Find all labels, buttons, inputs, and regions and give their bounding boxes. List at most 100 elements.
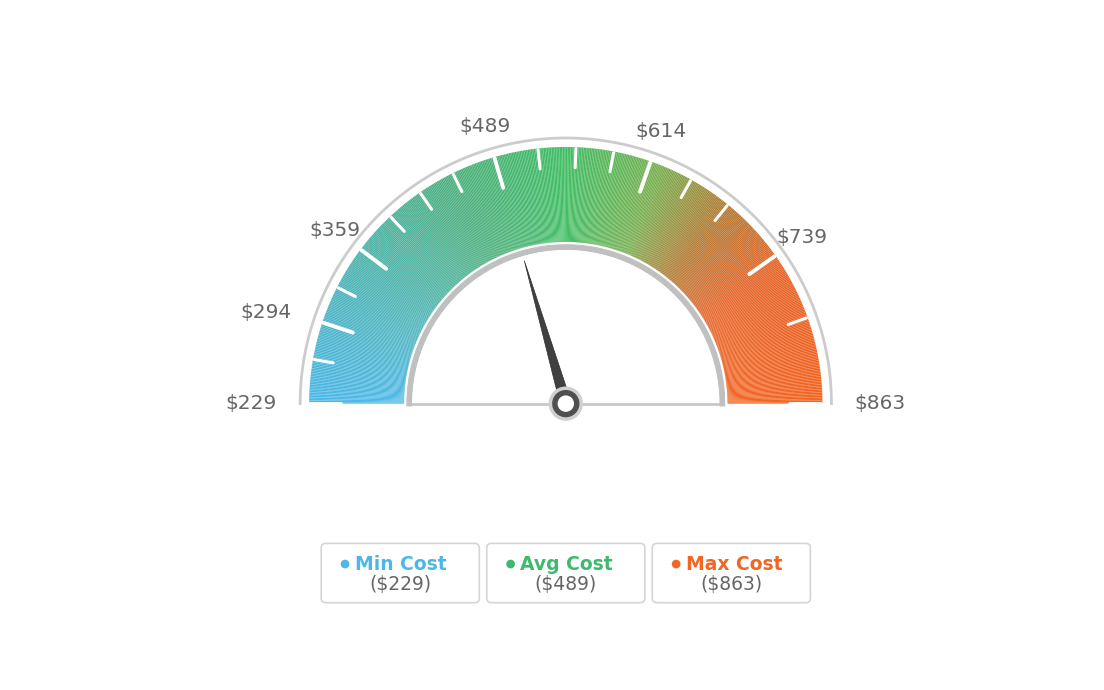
Wedge shape xyxy=(715,305,804,342)
Wedge shape xyxy=(318,335,410,362)
Wedge shape xyxy=(712,296,799,337)
Wedge shape xyxy=(673,213,737,284)
Wedge shape xyxy=(385,220,453,288)
Wedge shape xyxy=(588,150,603,244)
Wedge shape xyxy=(726,378,821,388)
Wedge shape xyxy=(689,237,762,299)
Wedge shape xyxy=(580,148,590,243)
Wedge shape xyxy=(351,262,431,315)
Wedge shape xyxy=(635,171,677,258)
Wedge shape xyxy=(391,215,457,285)
Wedge shape xyxy=(411,198,469,275)
Wedge shape xyxy=(640,176,686,261)
Wedge shape xyxy=(333,295,420,336)
Wedge shape xyxy=(418,193,474,271)
Wedge shape xyxy=(337,286,422,331)
Wedge shape xyxy=(565,147,567,242)
Wedge shape xyxy=(422,190,476,270)
Wedge shape xyxy=(719,318,808,351)
Wedge shape xyxy=(701,264,782,316)
Polygon shape xyxy=(524,261,571,405)
Wedge shape xyxy=(314,353,407,373)
Wedge shape xyxy=(561,147,564,242)
Wedge shape xyxy=(321,324,412,355)
Wedge shape xyxy=(554,147,560,242)
Wedge shape xyxy=(699,257,777,312)
Text: Min Cost: Min Cost xyxy=(354,555,446,573)
Wedge shape xyxy=(694,249,772,307)
Wedge shape xyxy=(564,147,565,242)
Wedge shape xyxy=(591,150,606,244)
Wedge shape xyxy=(310,376,405,387)
Text: ($863): ($863) xyxy=(700,575,763,594)
Wedge shape xyxy=(360,249,437,307)
Wedge shape xyxy=(728,391,822,397)
Wedge shape xyxy=(326,312,415,347)
Wedge shape xyxy=(581,148,592,243)
Wedge shape xyxy=(638,174,682,259)
Wedge shape xyxy=(314,355,407,375)
Wedge shape xyxy=(380,226,449,292)
Wedge shape xyxy=(309,393,404,397)
Wedge shape xyxy=(519,151,538,245)
Wedge shape xyxy=(725,357,818,375)
Wedge shape xyxy=(709,284,794,329)
Wedge shape xyxy=(676,215,742,286)
Wedge shape xyxy=(349,265,429,317)
Wedge shape xyxy=(450,173,495,259)
Wedge shape xyxy=(570,147,574,242)
Text: $229: $229 xyxy=(226,394,277,413)
Wedge shape xyxy=(726,373,821,386)
Wedge shape xyxy=(338,284,423,329)
Wedge shape xyxy=(699,258,778,313)
Wedge shape xyxy=(421,191,475,270)
Wedge shape xyxy=(609,156,636,248)
Wedge shape xyxy=(315,348,408,369)
Wedge shape xyxy=(455,171,497,258)
Wedge shape xyxy=(578,148,586,242)
Wedge shape xyxy=(652,187,704,268)
Polygon shape xyxy=(410,247,722,404)
Wedge shape xyxy=(539,148,550,243)
Wedge shape xyxy=(728,389,822,395)
Wedge shape xyxy=(415,195,471,273)
Wedge shape xyxy=(331,297,418,337)
Wedge shape xyxy=(397,209,460,282)
Wedge shape xyxy=(309,399,404,402)
Wedge shape xyxy=(643,178,690,262)
Wedge shape xyxy=(312,359,406,376)
Wedge shape xyxy=(650,185,702,266)
Wedge shape xyxy=(672,211,736,283)
Wedge shape xyxy=(619,161,652,251)
Wedge shape xyxy=(694,248,771,306)
Text: $614: $614 xyxy=(636,121,687,141)
Wedge shape xyxy=(704,272,787,322)
Wedge shape xyxy=(675,213,740,284)
Wedge shape xyxy=(449,174,493,259)
Wedge shape xyxy=(724,351,817,371)
Wedge shape xyxy=(333,293,420,335)
Wedge shape xyxy=(628,167,666,255)
Wedge shape xyxy=(711,291,797,334)
Wedge shape xyxy=(690,240,765,302)
Wedge shape xyxy=(373,233,445,297)
Wedge shape xyxy=(657,191,711,270)
Wedge shape xyxy=(679,220,746,288)
Wedge shape xyxy=(518,151,537,245)
Wedge shape xyxy=(708,282,793,328)
Wedge shape xyxy=(703,268,784,319)
Wedge shape xyxy=(650,184,701,266)
Wedge shape xyxy=(593,150,611,244)
Wedge shape xyxy=(526,150,541,244)
Wedge shape xyxy=(641,177,688,262)
Wedge shape xyxy=(320,329,411,357)
Wedge shape xyxy=(431,184,481,266)
Wedge shape xyxy=(585,149,598,243)
Wedge shape xyxy=(625,165,661,254)
Wedge shape xyxy=(654,188,707,268)
Wedge shape xyxy=(416,194,473,273)
Wedge shape xyxy=(309,397,404,401)
Wedge shape xyxy=(319,332,411,359)
Wedge shape xyxy=(482,161,513,251)
Wedge shape xyxy=(618,161,651,251)
